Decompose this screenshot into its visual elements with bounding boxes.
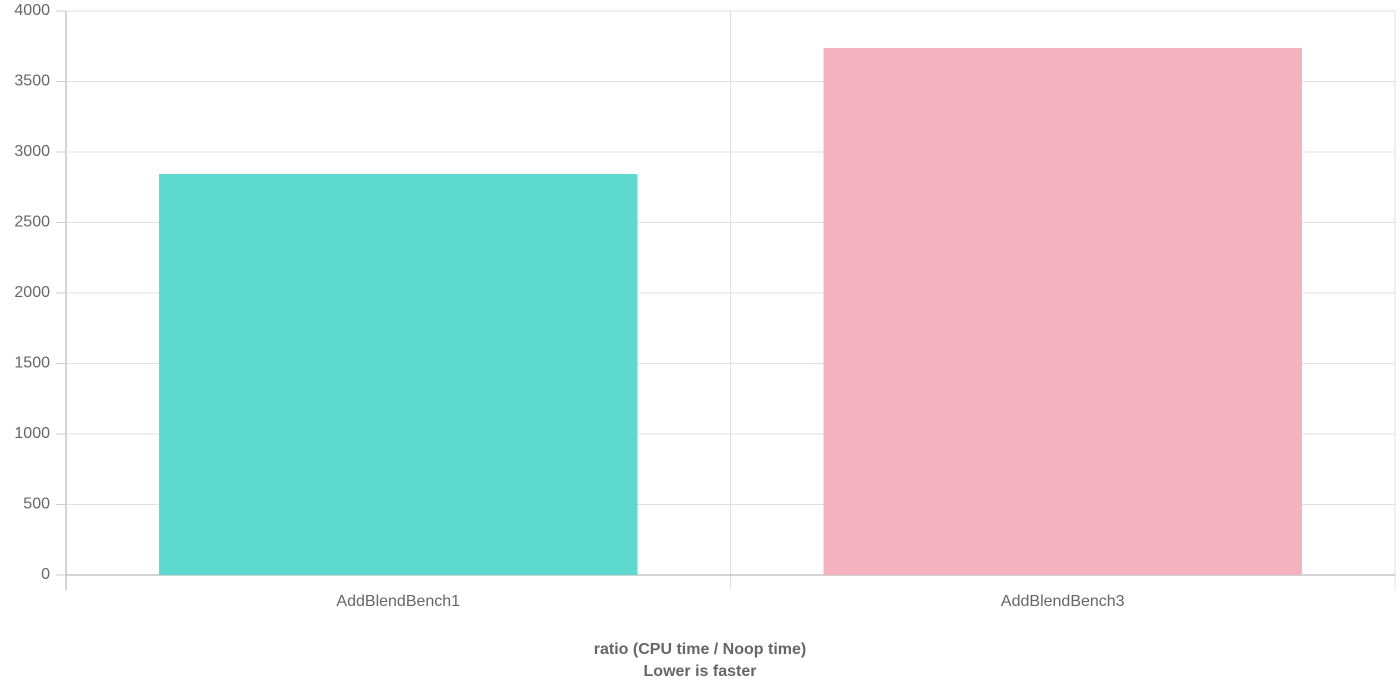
y-tick-label: 2500	[14, 214, 50, 231]
y-tick-label: 500	[23, 496, 50, 513]
y-tick-label: 3500	[14, 73, 50, 90]
y-tick-label: 1000	[14, 425, 50, 442]
x-axis-title: Lower is faster	[644, 663, 757, 680]
y-tick-label: 3000	[14, 143, 50, 160]
y-tick-label: 2000	[14, 284, 50, 301]
y-tick-label: 1500	[14, 355, 50, 372]
x-tick-label: AddBlendBench3	[1001, 593, 1125, 610]
y-tick-label: 4000	[14, 2, 50, 19]
y-tick-label: 0	[41, 566, 50, 583]
bar	[823, 47, 1302, 575]
bar	[159, 173, 638, 575]
x-tick-label: AddBlendBench1	[336, 593, 460, 610]
x-axis-title: ratio (CPU time / Noop time)	[594, 641, 806, 658]
